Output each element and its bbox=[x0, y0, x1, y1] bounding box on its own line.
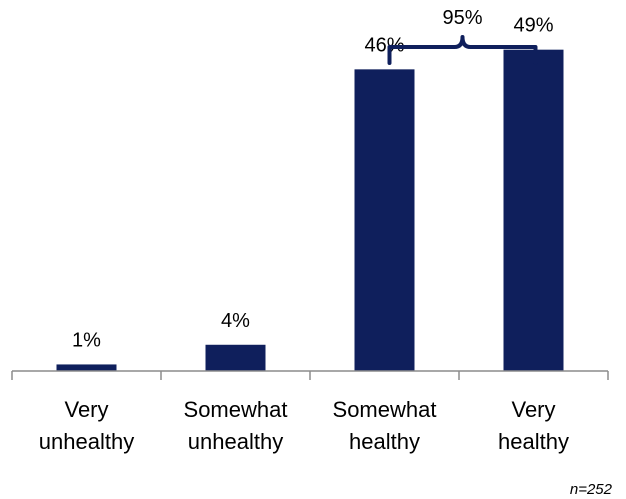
category-label-2-line-0: Somewhat bbox=[333, 397, 437, 422]
bar-3 bbox=[503, 49, 564, 372]
category-labels-group: Very unhealthy Somewhat unhealthy Somewhat he… bbox=[39, 397, 569, 454]
category-label-3-line-0: Very bbox=[511, 397, 555, 422]
bar-0 bbox=[56, 364, 117, 371]
bracket-shape bbox=[387, 35, 538, 65]
value-labels-group: 1% 4% 46% 49% bbox=[72, 15, 554, 352]
category-label-3-line-1: healthy bbox=[498, 429, 569, 454]
bars-group bbox=[56, 49, 564, 372]
value-label-0: 1% bbox=[72, 329, 101, 351]
category-label-1-line-1: unhealthy bbox=[188, 429, 283, 454]
sample-size-note: n=252 bbox=[570, 481, 613, 498]
value-label-3: 49% bbox=[513, 15, 553, 37]
bracket-label: 95% bbox=[442, 7, 482, 29]
x-axis bbox=[11, 370, 609, 380]
category-label-0-line-1: unhealthy bbox=[39, 429, 134, 454]
bracket-group: 95% bbox=[387, 7, 538, 65]
category-label-2-line-1: healthy bbox=[349, 429, 420, 454]
value-label-2: 46% bbox=[364, 34, 404, 56]
category-label-0-line-0: Very bbox=[64, 397, 108, 422]
value-label-1: 4% bbox=[221, 310, 250, 332]
bar-1 bbox=[205, 344, 266, 371]
category-label-1-line-0: Somewhat bbox=[184, 397, 288, 422]
bar-2 bbox=[354, 69, 415, 371]
